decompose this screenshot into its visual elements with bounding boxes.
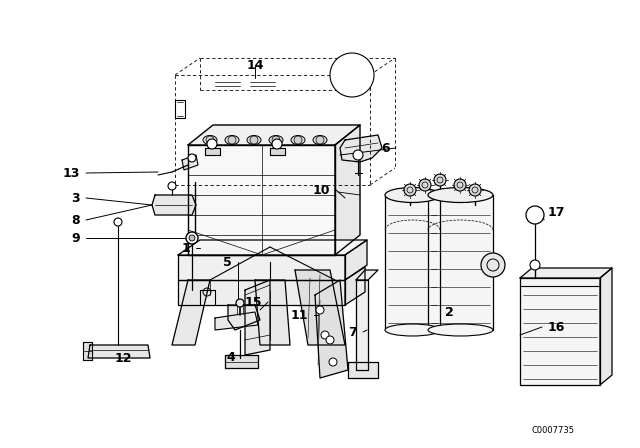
Circle shape xyxy=(114,218,122,226)
Circle shape xyxy=(294,136,302,144)
Circle shape xyxy=(236,299,244,307)
Polygon shape xyxy=(245,280,270,355)
Text: 10: 10 xyxy=(312,184,330,197)
Circle shape xyxy=(316,136,324,144)
Polygon shape xyxy=(520,268,612,278)
Polygon shape xyxy=(182,155,198,170)
Circle shape xyxy=(206,136,214,144)
Polygon shape xyxy=(83,342,92,360)
Text: 3: 3 xyxy=(72,191,80,204)
Polygon shape xyxy=(348,362,378,378)
Polygon shape xyxy=(356,280,368,370)
Circle shape xyxy=(250,136,258,144)
Ellipse shape xyxy=(428,188,493,202)
Circle shape xyxy=(186,232,198,244)
Ellipse shape xyxy=(385,324,440,336)
Text: 11: 11 xyxy=(291,309,308,322)
Circle shape xyxy=(188,154,196,162)
Polygon shape xyxy=(385,195,440,330)
Polygon shape xyxy=(215,312,258,330)
Text: 15: 15 xyxy=(244,296,262,309)
Circle shape xyxy=(530,260,540,270)
Circle shape xyxy=(434,174,446,186)
Polygon shape xyxy=(345,267,365,305)
Polygon shape xyxy=(295,270,345,345)
Circle shape xyxy=(330,53,374,97)
Polygon shape xyxy=(228,305,260,330)
Ellipse shape xyxy=(313,135,327,145)
Text: 1: 1 xyxy=(181,241,190,254)
Circle shape xyxy=(326,336,334,344)
Polygon shape xyxy=(600,268,612,385)
Polygon shape xyxy=(175,100,185,118)
Text: 17: 17 xyxy=(548,206,566,219)
Text: 13: 13 xyxy=(63,167,80,180)
Text: 14: 14 xyxy=(246,59,264,72)
Circle shape xyxy=(272,136,280,144)
Polygon shape xyxy=(356,270,378,280)
Text: 6: 6 xyxy=(381,142,390,155)
Polygon shape xyxy=(205,148,220,155)
Circle shape xyxy=(207,139,217,149)
Polygon shape xyxy=(152,195,196,215)
Ellipse shape xyxy=(269,135,283,145)
Ellipse shape xyxy=(385,188,440,202)
Circle shape xyxy=(272,139,282,149)
Polygon shape xyxy=(225,355,258,368)
Polygon shape xyxy=(178,255,345,280)
Polygon shape xyxy=(178,280,345,305)
Text: 16: 16 xyxy=(548,320,565,333)
Circle shape xyxy=(404,184,416,196)
Circle shape xyxy=(228,136,236,144)
Circle shape xyxy=(353,150,363,160)
Text: 7: 7 xyxy=(348,326,357,339)
Circle shape xyxy=(168,182,176,190)
Ellipse shape xyxy=(247,135,261,145)
Circle shape xyxy=(189,235,195,241)
Polygon shape xyxy=(172,280,210,345)
Polygon shape xyxy=(178,240,367,255)
Ellipse shape xyxy=(225,135,239,145)
Text: 2: 2 xyxy=(445,306,454,319)
Circle shape xyxy=(321,331,329,339)
Text: 5: 5 xyxy=(223,255,232,268)
Circle shape xyxy=(419,179,431,191)
Ellipse shape xyxy=(291,135,305,145)
Polygon shape xyxy=(88,345,150,358)
Polygon shape xyxy=(335,125,360,255)
Text: 9: 9 xyxy=(72,232,80,245)
Text: 12: 12 xyxy=(115,352,132,365)
Circle shape xyxy=(329,358,337,366)
Circle shape xyxy=(454,179,466,191)
Polygon shape xyxy=(520,278,600,385)
Ellipse shape xyxy=(428,324,493,336)
Polygon shape xyxy=(315,280,348,378)
Text: C0007735: C0007735 xyxy=(532,426,575,435)
Ellipse shape xyxy=(203,135,217,145)
Text: 8: 8 xyxy=(72,214,80,227)
Polygon shape xyxy=(340,135,382,162)
Polygon shape xyxy=(255,280,290,345)
Polygon shape xyxy=(345,240,367,280)
Circle shape xyxy=(481,253,505,277)
Circle shape xyxy=(469,184,481,196)
Polygon shape xyxy=(270,148,285,155)
Circle shape xyxy=(316,306,324,314)
Polygon shape xyxy=(188,125,360,145)
Polygon shape xyxy=(428,195,493,330)
Polygon shape xyxy=(188,145,335,255)
Text: 4: 4 xyxy=(227,350,235,363)
Circle shape xyxy=(526,206,544,224)
